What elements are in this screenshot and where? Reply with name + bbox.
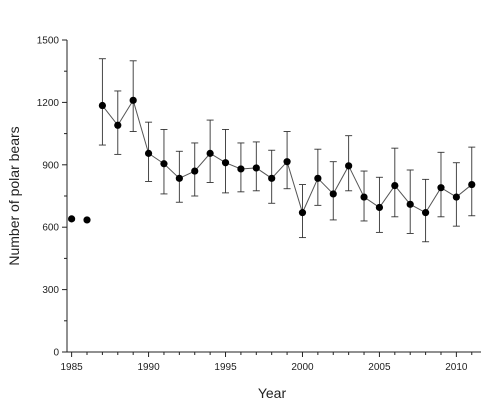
y-axis-title: Number of polar bears <box>6 126 22 265</box>
data-point <box>406 200 414 208</box>
data-point <box>468 180 476 189</box>
error-bars <box>98 58 476 243</box>
data-point <box>144 149 153 157</box>
y-tick-label: 0 <box>53 348 59 359</box>
data-point <box>206 149 214 157</box>
data-point <box>83 216 91 224</box>
data-point <box>375 203 384 212</box>
data-point <box>129 96 137 104</box>
data-point <box>298 209 307 217</box>
y-tick-label: 1500 <box>37 36 60 47</box>
data-point <box>160 160 168 168</box>
data-point <box>391 182 399 190</box>
data-point <box>268 174 276 182</box>
x-tick-label: 2005 <box>368 362 391 373</box>
x-tick-label: 2000 <box>291 362 314 373</box>
data-point <box>114 121 122 129</box>
data-point <box>98 101 106 110</box>
data-point <box>437 184 445 192</box>
data-point <box>314 174 322 182</box>
y-tick-label: 1200 <box>37 98 60 109</box>
y-tick-label: 900 <box>42 160 59 171</box>
data-point <box>175 174 183 182</box>
data-point <box>329 190 337 198</box>
data-point <box>421 209 430 217</box>
x-tick-label: 1990 <box>137 362 160 373</box>
x-tick-label: 1985 <box>60 362 83 373</box>
data-point <box>452 193 460 201</box>
data-point <box>221 159 230 167</box>
y-tick-label: 600 <box>42 223 59 234</box>
data-point <box>68 215 76 223</box>
y-tick-label: 300 <box>42 285 59 296</box>
axes: 0 300 600 900 1200 1500 1985 1990 1995 2000 2005 20… <box>37 36 481 373</box>
x-tick-label: 2010 <box>445 362 468 373</box>
data-point <box>191 167 199 175</box>
data-point <box>237 165 245 173</box>
x-tick-label: 1995 <box>214 362 237 373</box>
data-point <box>283 158 291 166</box>
data-point <box>360 193 368 201</box>
data-point <box>345 162 353 170</box>
data-points <box>68 96 476 224</box>
data-point <box>252 164 260 172</box>
x-axis-title: Year <box>258 385 287 401</box>
